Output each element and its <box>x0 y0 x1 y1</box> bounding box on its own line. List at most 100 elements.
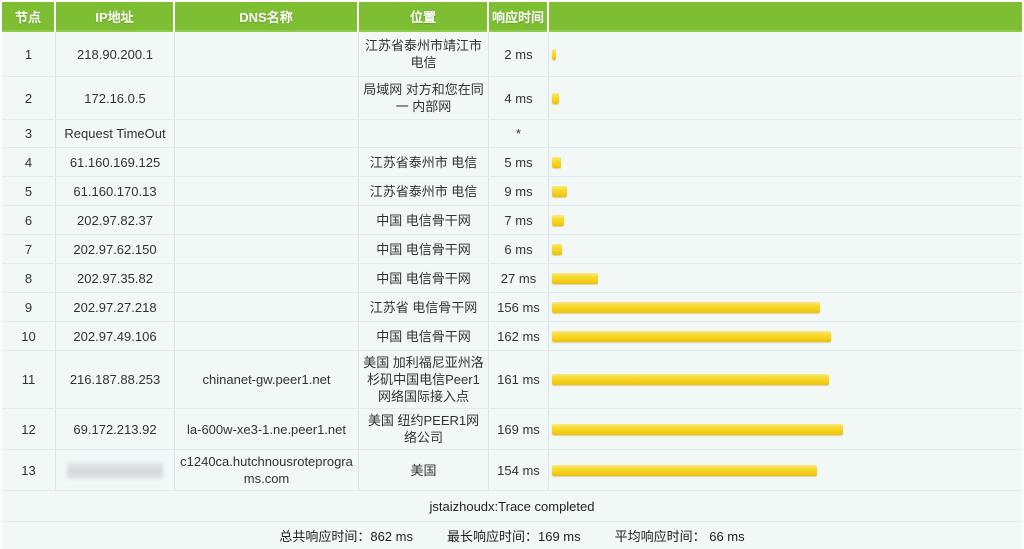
response-time-bar <box>552 214 564 226</box>
location-cell: 中国 电信骨干网 <box>359 264 489 292</box>
ip-cell: 202.97.27.218 <box>56 293 175 321</box>
bar-cell <box>549 120 1022 147</box>
dns-cell <box>175 177 359 205</box>
redacted-ip <box>67 461 163 479</box>
node-cell: 5 <box>2 177 56 205</box>
table-header-col-node: 节点 <box>2 2 54 32</box>
location-cell: 美国 加利福尼亚州洛杉矶中国电信Peer1网络国际接入点 <box>359 351 489 408</box>
ip-cell: 202.97.82.37 <box>56 206 175 234</box>
response-time-bar <box>552 423 843 435</box>
response-time-cell: 169 ms <box>489 409 549 449</box>
location-cell: 中国 电信骨干网 <box>359 322 489 350</box>
table-row: 4 61.160.169.125 江苏省泰州市 电信 5 ms <box>2 148 1022 177</box>
node-cell: 3 <box>2 120 56 147</box>
response-time-cell: 4 ms <box>489 77 549 119</box>
table-row: 8 202.97.35.82 中国 电信骨干网 27 ms <box>2 264 1022 293</box>
bar-cell <box>549 235 1022 263</box>
node-cell: 10 <box>2 322 56 350</box>
table-row: 2 172.16.0.5 局域网 对方和您在同一 内部网 4 ms <box>2 77 1022 120</box>
response-time-cell: * <box>489 120 549 147</box>
node-cell: 1 <box>2 32 56 76</box>
ip-cell: 61.160.169.125 <box>56 148 175 176</box>
table-header-col-location: 位置 <box>359 2 487 32</box>
location-cell: 江苏省泰州市 电信 <box>359 148 489 176</box>
response-time-bar <box>552 185 567 197</box>
bar-cell <box>549 450 1022 490</box>
total-response-time: 总共响应时间：862 ms <box>279 529 413 544</box>
response-time-bar <box>552 243 562 255</box>
dns-cell: chinanet-gw.peer1.net <box>175 351 359 408</box>
node-cell: 4 <box>2 148 56 176</box>
location-cell: 局域网 对方和您在同一 内部网 <box>359 77 489 119</box>
location-cell: 中国 电信骨干网 <box>359 206 489 234</box>
summary-row: 总共响应时间：862 ms 最长响应时间：169 ms 平均响应时间： 66 m… <box>2 522 1022 549</box>
response-time-cell: 7 ms <box>489 206 549 234</box>
bar-cell <box>549 293 1022 321</box>
response-time-cell: 156 ms <box>489 293 549 321</box>
response-time-cell: 6 ms <box>489 235 549 263</box>
node-cell: 2 <box>2 77 56 119</box>
table-row: 10 202.97.49.106 中国 电信骨干网 162 ms <box>2 322 1022 351</box>
response-time-bar <box>552 156 561 168</box>
response-time-bar <box>552 272 598 284</box>
bar-cell <box>549 322 1022 350</box>
location-cell: 美国 纽约PEER1网络公司 <box>359 409 489 449</box>
table-header-col-dns-name: DNS名称 <box>175 2 357 32</box>
bar-cell <box>549 409 1022 449</box>
avg-response-time: 平均响应时间： 66 ms <box>614 529 745 544</box>
node-cell: 12 <box>2 409 56 449</box>
bar-cell <box>549 264 1022 292</box>
ip-cell: 61.160.170.13 <box>56 177 175 205</box>
ip-cell: 202.97.62.150 <box>56 235 175 263</box>
trace-status-text: jstaizhoudx:Trace completed <box>429 498 595 514</box>
table-header-col-response-bar <box>549 2 1022 32</box>
response-time-bar <box>552 330 831 342</box>
response-time-bar <box>552 48 556 60</box>
bar-cell <box>549 177 1022 205</box>
ip-cell: Request TimeOut <box>56 120 175 147</box>
bar-cell <box>549 351 1022 408</box>
table-row: 12 69.172.213.92 la-600w-xe3-1.ne.peer1.ne… <box>2 409 1022 450</box>
dns-cell <box>175 206 359 234</box>
response-time-cell: 9 ms <box>489 177 549 205</box>
response-time-cell: 2 ms <box>489 32 549 76</box>
ip-cell: 216.187.88.253 <box>56 351 175 408</box>
ip-cell: 69.172.213.92 <box>56 409 175 449</box>
response-time-bar <box>552 92 559 104</box>
response-time-cell: 27 ms <box>489 264 549 292</box>
response-time-bar <box>552 374 829 385</box>
location-cell: 江苏省泰州市靖江市 电信 <box>359 32 489 76</box>
table-row: 7 202.97.62.150 中国 电信骨干网 6 ms <box>2 235 1022 264</box>
table-row: 3 Request TimeOut * <box>2 120 1022 148</box>
location-cell: 江苏省 电信骨干网 <box>359 293 489 321</box>
table-row: 1 218.90.200.1 江苏省泰州市靖江市 电信 2 ms <box>2 32 1022 77</box>
table-row: 13 c1240ca.hutchnousroteprograms.com 美国 154… <box>2 450 1022 491</box>
ip-cell: 218.90.200.1 <box>56 32 175 76</box>
ip-cell: 172.16.0.5 <box>56 77 175 119</box>
bar-cell <box>549 32 1022 76</box>
node-cell: 11 <box>2 351 56 408</box>
response-time-cell: 161 ms <box>489 351 549 408</box>
node-cell: 7 <box>2 235 56 263</box>
table-row: 9 202.97.27.218 江苏省 电信骨干网 156 ms <box>2 293 1022 322</box>
table-header-col-ip-address: IP地址 <box>56 2 173 32</box>
trace-status-row: jstaizhoudx:Trace completed <box>2 491 1022 522</box>
dns-cell <box>175 235 359 263</box>
dns-cell <box>175 120 359 147</box>
table-row: 11 216.187.88.253 chinanet-gw.peer1.net 美国 … <box>2 351 1022 409</box>
response-time-cell: 154 ms <box>489 450 549 490</box>
table-row: 5 61.160.170.13 江苏省泰州市 电信 9 ms <box>2 177 1022 206</box>
node-cell: 13 <box>2 450 56 490</box>
bar-cell <box>549 77 1022 119</box>
dns-cell <box>175 322 359 350</box>
table-row: 6 202.97.82.37 中国 电信骨干网 7 ms <box>2 206 1022 235</box>
dns-cell <box>175 77 359 119</box>
ip-cell: 202.97.35.82 <box>56 264 175 292</box>
location-cell <box>359 120 489 147</box>
dns-cell: la-600w-xe3-1.ne.peer1.net <box>175 409 359 449</box>
ip-cell <box>56 450 175 490</box>
table-header-row: 节点 IP地址 DNS名称 位置 响应时间 <box>2 2 1022 32</box>
dns-cell <box>175 148 359 176</box>
table-header-col-response-time: 响应时间 <box>489 2 547 32</box>
